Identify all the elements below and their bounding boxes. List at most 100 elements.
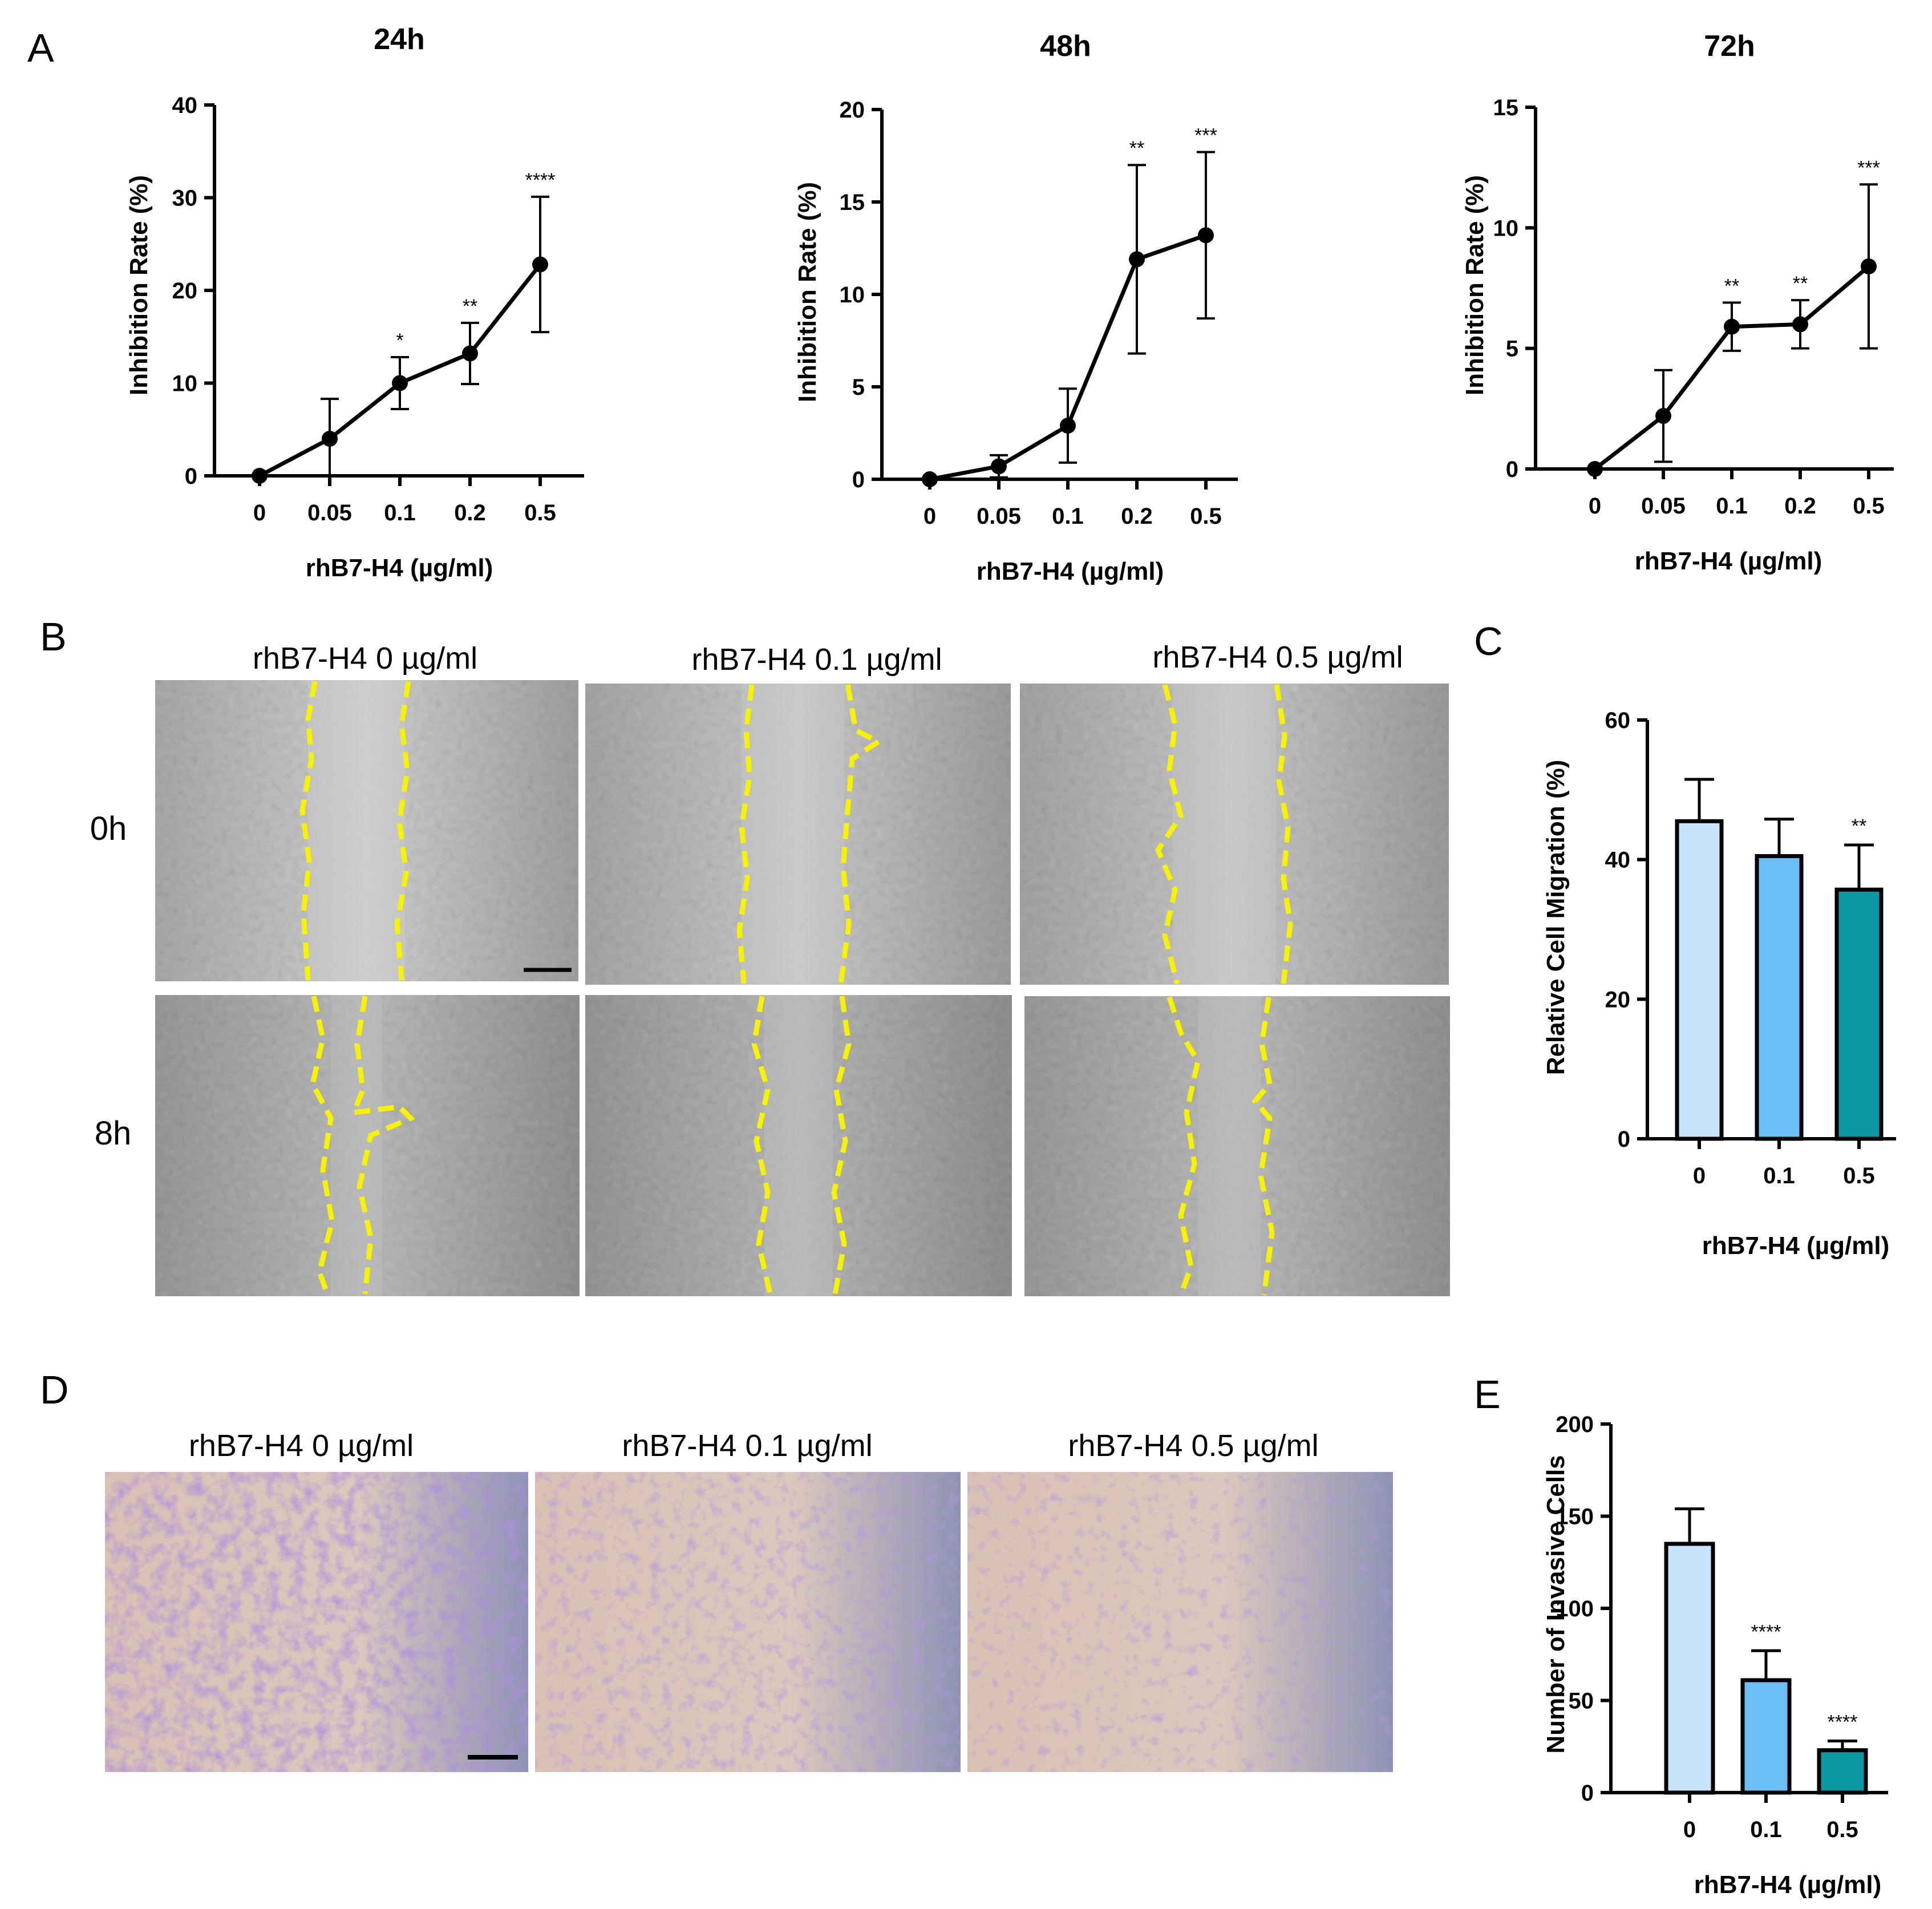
y-tick-label: 15 [1493, 95, 1519, 120]
y-tick-label: 0 [185, 464, 197, 489]
wound-edge-left [310, 996, 335, 1295]
timepoint-label-8h: 8h [95, 1115, 132, 1152]
data-point [1861, 258, 1877, 274]
micrograph-0ug-8h [155, 995, 580, 1296]
y-tick-label: 200 [1556, 1412, 1594, 1437]
bar [1834, 887, 1884, 1141]
panel-label-c: C [1474, 619, 1503, 664]
data-point [1724, 318, 1740, 335]
y-tick-label: 20 [840, 98, 865, 123]
transwell-image-05ug [967, 1472, 1393, 1772]
y-axis-label: Inhibition Rate (%) [1461, 175, 1489, 395]
significance-mark: *** [1194, 125, 1217, 147]
x-tick-label: 0.1 [1716, 494, 1748, 519]
y-tick-label: 0 [1618, 1127, 1630, 1152]
y-tick-label: 150 [1556, 1504, 1594, 1530]
transwell-image-01ug [535, 1472, 961, 1772]
chart-24h: 24h Inhibition Rate (%) rhB7-H4 (µg/ml) … [125, 23, 584, 582]
panel-d-conditions: rhB7-H4 0 µg/ml rhB7-H4 0.1 µg/ml rhB7-H… [189, 1429, 1319, 1463]
bar [1740, 1678, 1792, 1795]
micrograph-01ug-8h [585, 995, 1012, 1296]
x-tick-label: 0.5 [1190, 504, 1222, 529]
x-tick-label: 0.5 [1826, 1817, 1858, 1842]
wound-edge-left [299, 681, 318, 981]
x-tick-label: 0.2 [454, 500, 486, 525]
panel-label-d: D [40, 1368, 69, 1412]
x-tick-label: 0.5 [1843, 1163, 1875, 1188]
data-point [1792, 316, 1808, 333]
x-tick-label: 0 [1589, 494, 1601, 519]
panel-b-conditions: rhB7-H4 0 µg/ml rhB7-H4 0.1 µg/ml rhB7-H… [90, 640, 1403, 1152]
wound-edge-left [751, 996, 773, 1295]
x-tick-label: 0.5 [1853, 494, 1885, 519]
micrograph-0ug-0h [155, 680, 578, 981]
condition-label-1: rhB7-H4 0.1 µg/ml [622, 1429, 872, 1463]
y-axis-label: Inhibition Rate (%) [125, 175, 153, 395]
x-tick-label: 0 [253, 500, 266, 525]
data-point [922, 471, 938, 487]
y-tick-label: 10 [1493, 216, 1519, 241]
y-tick-label: 10 [172, 371, 198, 397]
wound-edge-left [736, 684, 755, 984]
micrograph-05ug-8h [1024, 996, 1450, 1296]
condition-label-0: rhB7-H4 0 µg/ml [253, 641, 477, 676]
chart-48h: 48h Inhibition Rate (%) rhB7-H4 (µg/ml) … [793, 30, 1238, 585]
significance-mark: **** [1751, 1621, 1781, 1643]
timepoint-label-0h: 0h [90, 810, 127, 847]
condition-label-0: rhB7-H4 0 µg/ml [189, 1429, 414, 1463]
bar [1675, 819, 1724, 1141]
chart-title: 72h [1704, 30, 1755, 63]
x-tick-label: 0.05 [977, 504, 1021, 529]
y-tick-label: 15 [840, 190, 865, 215]
chart-72h: 72h Inhibition Rate (%) rhB7-H4 (µg/ml) … [1461, 30, 1894, 575]
data-point [1655, 408, 1671, 424]
significance-mark: ** [463, 296, 477, 317]
y-axis-label: Relative Cell Migration (%) [1542, 760, 1570, 1075]
significance-mark: **** [1828, 1712, 1858, 1733]
x-tick-label: 0.1 [384, 500, 416, 525]
y-tick-label: 0 [1506, 457, 1518, 482]
wound-edge-right [394, 681, 411, 981]
x-tick-label: 0.2 [1784, 494, 1816, 519]
significance-mark: ** [1852, 815, 1866, 837]
y-tick-label: 50 [1569, 1689, 1594, 1714]
wound-edge-right [838, 684, 884, 984]
significance-mark: ** [1129, 137, 1144, 159]
bar [1817, 1748, 1868, 1795]
x-tick-label: 0.05 [1641, 494, 1686, 519]
y-tick-label: 40 [172, 93, 198, 118]
data-point [1198, 227, 1214, 244]
panel-label-a: A [27, 26, 54, 70]
x-tick-label: 0.1 [1750, 1817, 1782, 1842]
y-tick-label: 5 [852, 375, 865, 400]
y-axis-label: Inhibition Rate (%) [793, 182, 821, 402]
bar [1755, 854, 1804, 1141]
data-point [1129, 251, 1145, 268]
chart-number-of-invasive-cells: Number of Invasive Cells rhB7-H4 (µg/ml)… [1542, 1412, 1888, 1899]
wound-edge-left [1167, 996, 1201, 1296]
panel-label-e: E [1474, 1372, 1501, 1417]
condition-label-2: rhB7-H4 0.5 µg/ml [1152, 640, 1403, 674]
y-tick-label: 100 [1556, 1596, 1594, 1621]
condition-label-1: rhB7-H4 0.1 µg/ml [691, 642, 942, 677]
micrograph-05ug-0h [1020, 683, 1449, 985]
x-axis-label: rhB7-H4 (µg/ml) [1702, 1232, 1889, 1260]
data-point [532, 256, 548, 273]
y-tick-label: 0 [852, 467, 865, 492]
significance-mark: *** [1857, 157, 1880, 179]
wound-edge-right [349, 996, 415, 1295]
y-tick-label: 5 [1506, 337, 1518, 362]
wound-edge-right [1251, 997, 1275, 1296]
y-tick-label: 0 [1581, 1781, 1594, 1806]
data-point [991, 458, 1007, 475]
wound-edge-right [831, 996, 852, 1295]
panel-label-b: B [40, 614, 67, 659]
data-point [1060, 418, 1076, 434]
chart-title: 24h [374, 23, 425, 56]
data-point [252, 468, 268, 484]
y-tick-label: 30 [172, 186, 198, 211]
x-tick-label: 0.1 [1763, 1163, 1795, 1188]
y-tick-label: 40 [1605, 848, 1631, 873]
transwell-image-0ug [105, 1472, 528, 1772]
